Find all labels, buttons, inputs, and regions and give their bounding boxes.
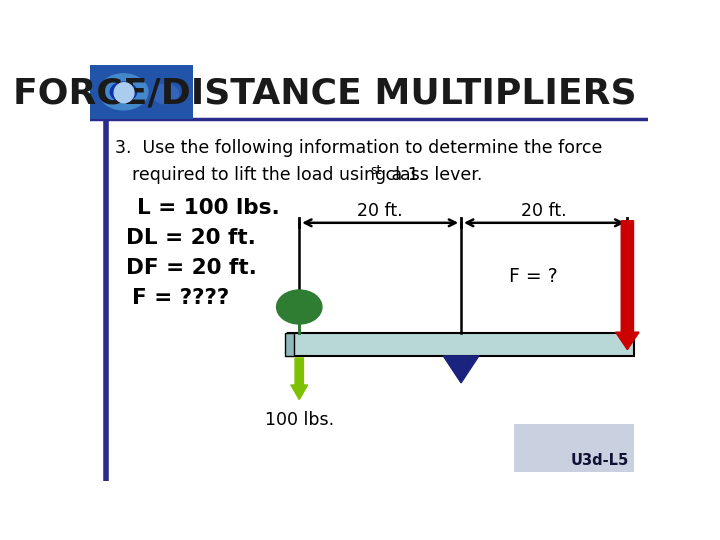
Text: 3.  Use the following information to determine the force: 3. Use the following information to dete… [115,139,603,157]
Bar [514,424,634,472]
Text: 20 ft.: 20 ft. [521,202,567,220]
Circle shape [277,291,322,323]
Text: class lever.: class lever. [380,166,482,184]
Bar [285,333,294,356]
Text: F = ?: F = ? [509,267,557,286]
Text: F = ????: F = ???? [132,288,229,308]
Text: DF = 20 ft.: DF = 20 ft. [126,258,257,278]
Text: U3d-L5: U3d-L5 [570,453,629,468]
Text: required to lift the load using a 1: required to lift the load using a 1 [132,166,418,184]
Text: 100 lbs.: 100 lbs. [265,411,334,429]
Circle shape [99,73,148,111]
Text: L = 100 lbs.: L = 100 lbs. [138,198,280,218]
Bar [288,333,634,356]
Text: FORCE/DISTANCE MULTIPLIERS: FORCE/DISTANCE MULTIPLIERS [13,76,637,110]
Circle shape [109,82,138,102]
Circle shape [151,84,179,104]
Bar [90,65,193,119]
Text: 20 ft.: 20 ft. [357,202,403,220]
Text: DL = 20 ft.: DL = 20 ft. [126,228,256,248]
Text: st: st [370,164,382,177]
Text: ●: ● [112,78,135,106]
Polygon shape [444,356,479,383]
FancyArrow shape [616,221,639,349]
FancyArrow shape [291,358,307,400]
